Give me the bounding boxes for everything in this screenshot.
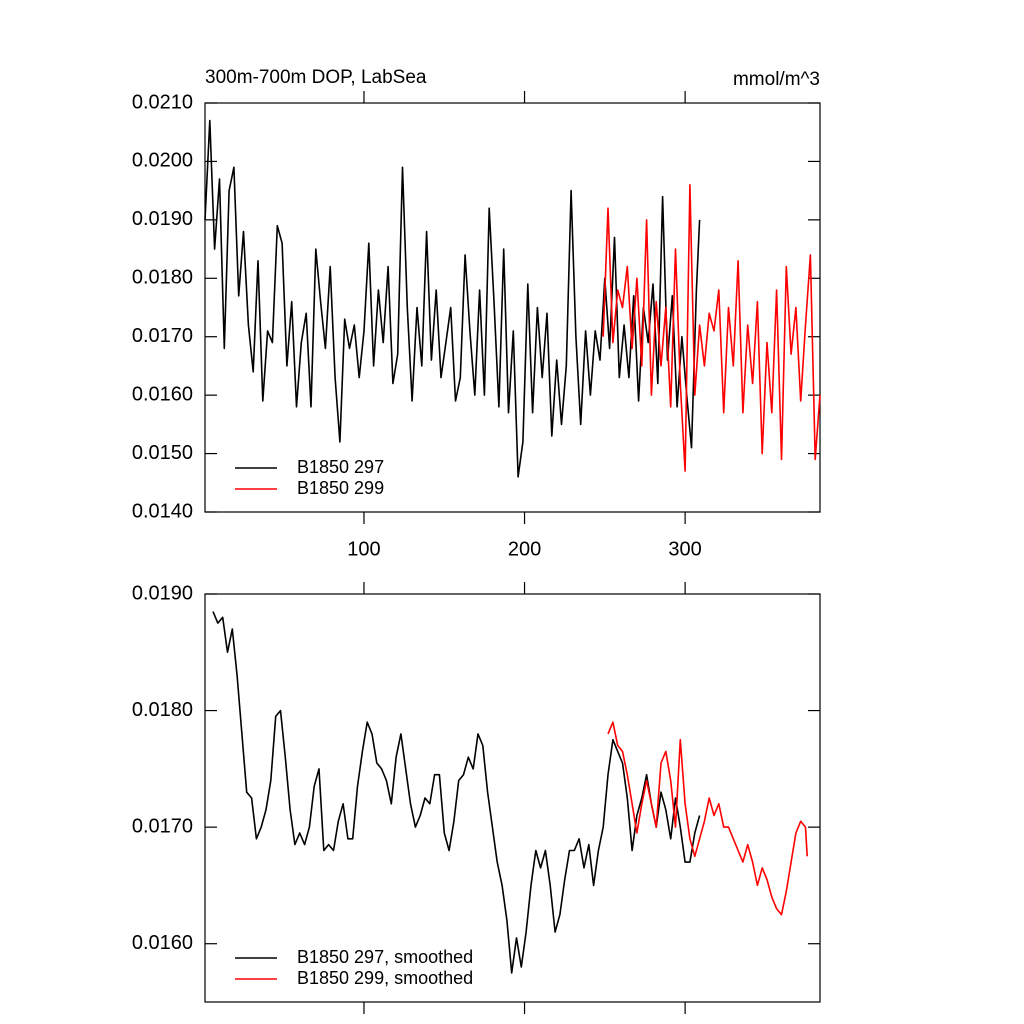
y-tick-label: 0.0160 [132,932,193,954]
plot-frame [204,593,821,1003]
y-tick-label: 0.0180 [132,699,193,721]
chart-subtitle: mmol/m^3 [733,69,820,90]
y-tick-label: 0.0200 [132,150,193,172]
series-line [204,119,701,478]
series-line [607,721,808,916]
y-tick-label: 0.0150 [132,442,193,464]
series-line [212,611,701,974]
legend-label: B1850 297 [297,457,384,477]
y-tick-label: 0.0190 [132,582,193,604]
y-tick-label: 0.0210 [132,91,193,113]
y-tick-label: 0.0170 [132,815,193,837]
y-tick-label: 0.0160 [132,383,193,405]
plot-frame [204,102,821,513]
series-line [602,184,821,472]
y-tick-label: 0.0140 [132,500,193,522]
legend-label: B1850 297, smoothed [297,947,473,967]
legend-label: B1850 299, smoothed [297,968,473,988]
chart-title: 300m-700m DOP, LabSea [205,67,427,88]
legend-label: B1850 299 [297,478,384,498]
y-tick-label: 0.0180 [132,267,193,289]
x-tick-label: 200 [508,538,541,560]
y-tick-label: 0.0170 [132,325,193,347]
x-tick-label: 100 [347,538,380,560]
y-tick-label: 0.0190 [132,208,193,230]
x-tick-label: 300 [668,538,701,560]
